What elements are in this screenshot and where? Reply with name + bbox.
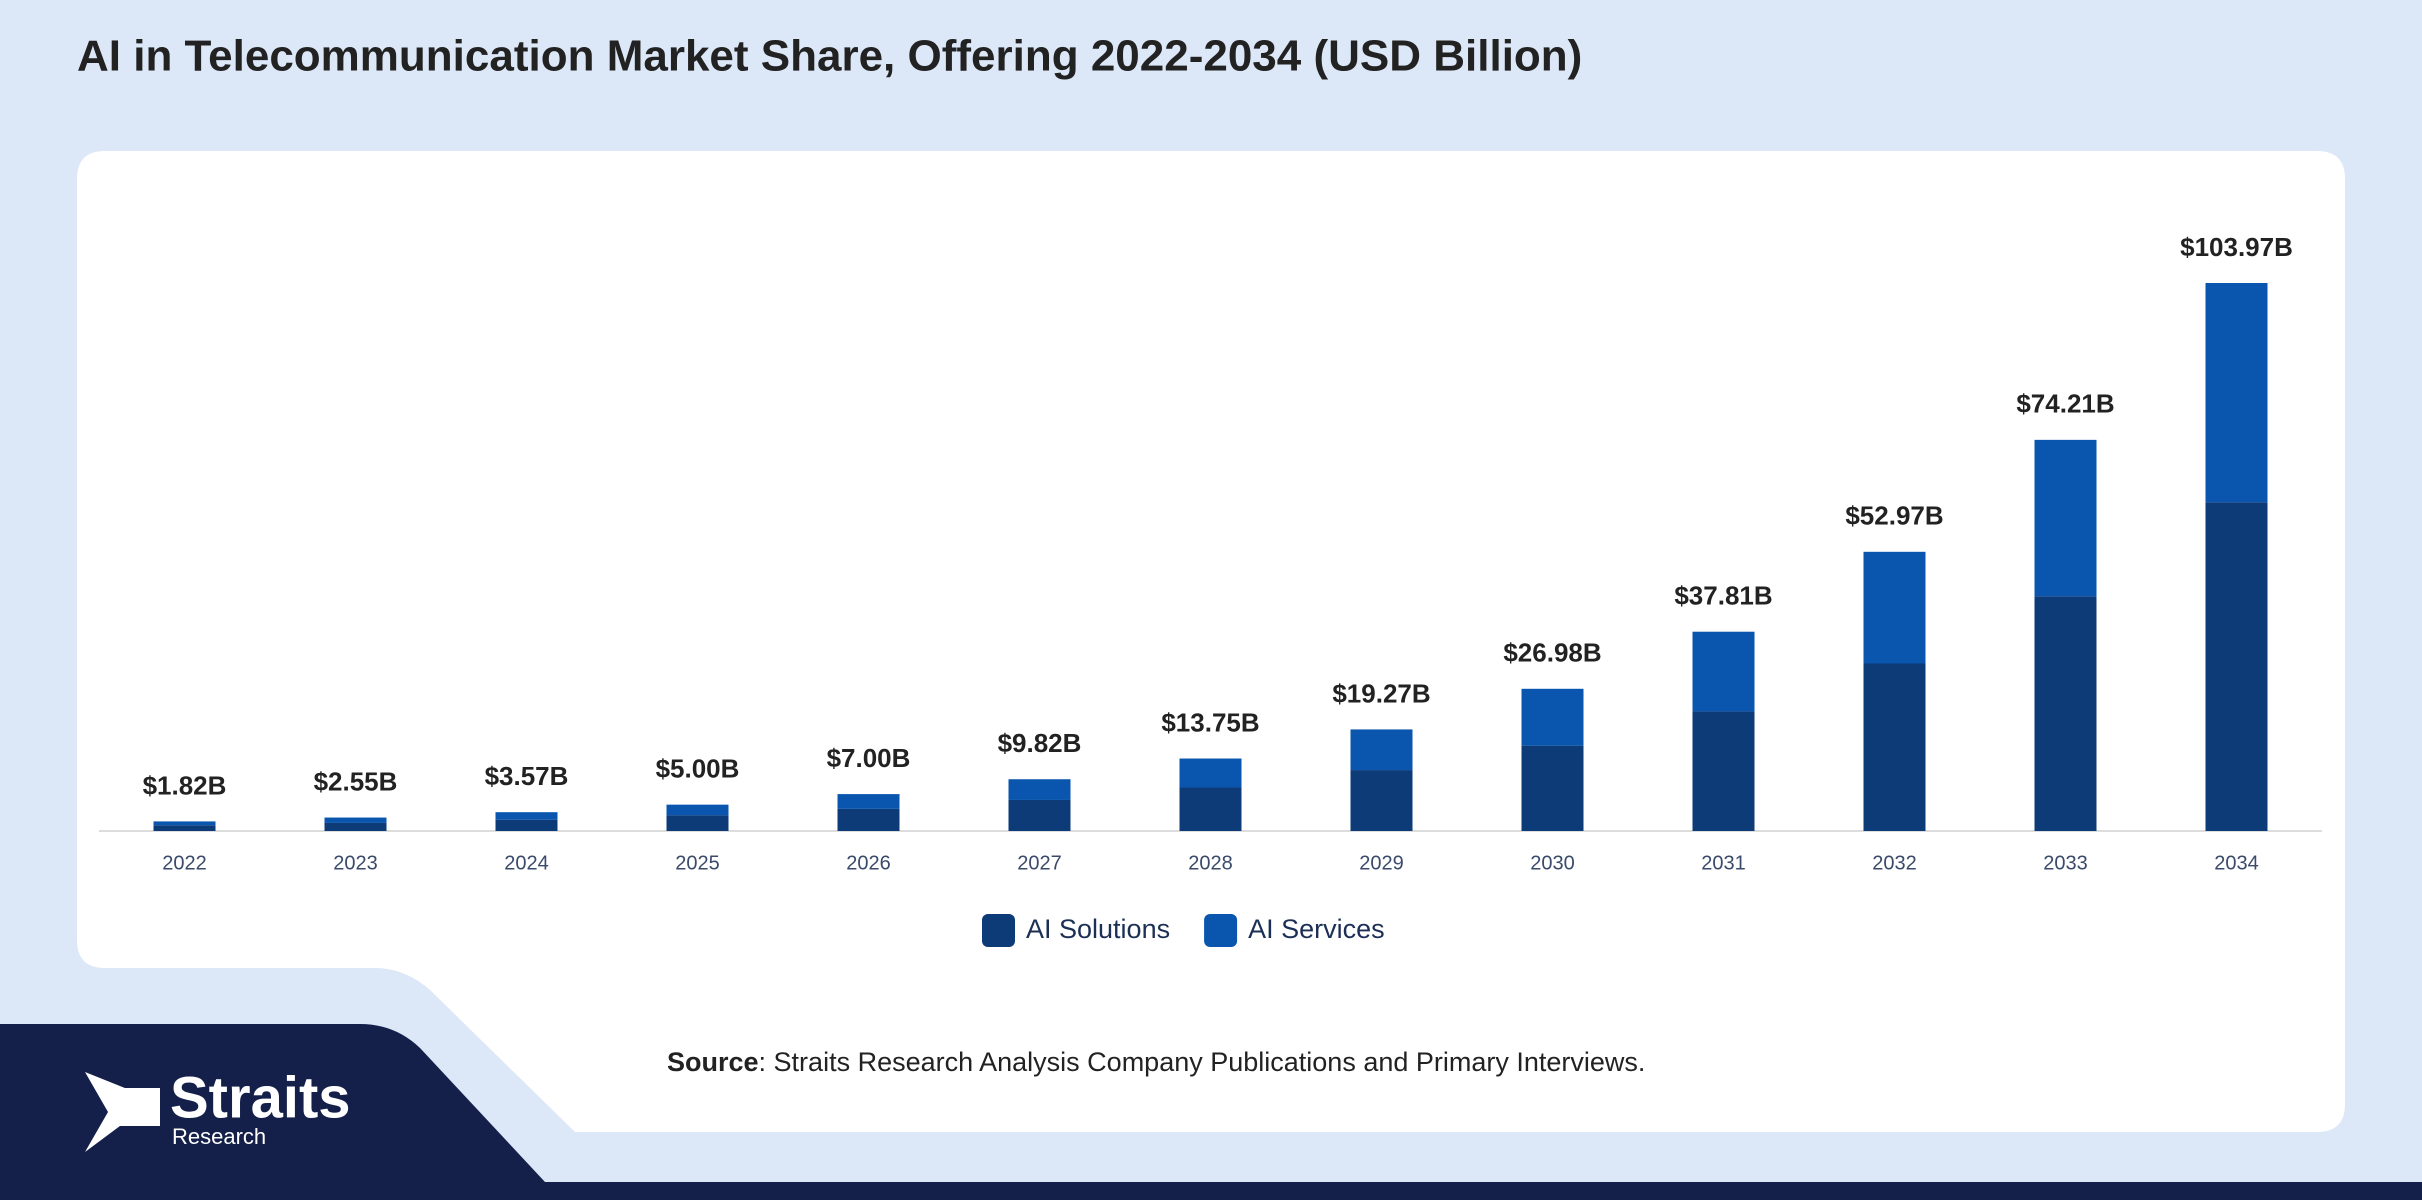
- x-tick-label: 2027: [1017, 852, 1062, 874]
- bar-segment: [1008, 799, 1071, 831]
- bar-segment: [495, 819, 558, 831]
- bar-segment: [1863, 663, 1926, 831]
- source: Source: Straits Research Analysis Compan…: [667, 1047, 1645, 1077]
- bar-segment: [1863, 551, 1926, 664]
- card: [77, 151, 2345, 1132]
- legend-swatch: [1204, 914, 1238, 947]
- total-label: $7.00B: [827, 743, 911, 773]
- legend-label: AI Solutions: [1026, 914, 1170, 944]
- bar-segment: [1521, 745, 1584, 831]
- bar-segment: [1179, 758, 1242, 788]
- logo-icon: [85, 1072, 160, 1152]
- x-tick-label: 2033: [2043, 852, 2088, 874]
- bar-segment: [2205, 502, 2268, 831]
- bar-segment: [324, 817, 387, 823]
- source-label: Source: [667, 1047, 759, 1077]
- source-text: : Straits Research Analysis Company Publ…: [759, 1047, 1646, 1077]
- x-tick-label: 2025: [675, 852, 720, 874]
- x-tick-label: 2029: [1359, 852, 1404, 874]
- bar-segment: [324, 822, 387, 831]
- bar-segment: [837, 808, 900, 831]
- total-label: $52.97B: [1845, 501, 1943, 531]
- bar-segment: [1692, 631, 1755, 712]
- bar-segment: [666, 804, 729, 816]
- bar-segment: [1350, 729, 1413, 771]
- bar-segment: [1008, 779, 1071, 800]
- total-label: $74.21B: [2016, 389, 2114, 419]
- bar-segment: [153, 821, 216, 826]
- total-label: $37.81B: [1674, 581, 1772, 611]
- bar-segment: [1179, 787, 1242, 831]
- bar-segment: [2205, 283, 2268, 503]
- x-tick-label: 2024: [504, 852, 549, 874]
- logo-name: Straits: [170, 1065, 351, 1130]
- bar-segment: [837, 794, 900, 809]
- legend-swatch: [982, 914, 1015, 947]
- logo-sub: Research: [172, 1124, 266, 1149]
- total-label: $9.82B: [998, 728, 1082, 758]
- total-label: $1.82B: [143, 770, 227, 800]
- total-label: $19.27B: [1332, 678, 1430, 708]
- bar-segment: [1350, 770, 1413, 831]
- bar-segment: [1692, 711, 1755, 831]
- bar-segment: [2034, 596, 2097, 831]
- total-label: $103.97B: [2180, 232, 2293, 262]
- x-tick-label: 2022: [162, 852, 207, 874]
- x-tick-label: 2026: [846, 852, 891, 874]
- x-tick-label: 2030: [1530, 852, 1575, 874]
- chart-title: AI in Telecommunication Market Share, Of…: [77, 32, 1582, 81]
- x-tick-label: 2034: [2214, 852, 2259, 874]
- bar-segment: [1521, 688, 1584, 746]
- legend-label: AI Services: [1248, 914, 1385, 944]
- x-tick-label: 2023: [333, 852, 378, 874]
- total-label: $5.00B: [656, 754, 740, 784]
- footer-band: [0, 1024, 2422, 1200]
- x-tick-label: 2032: [1872, 852, 1917, 874]
- x-tick-label: 2031: [1701, 852, 1746, 874]
- bar-segment: [495, 812, 558, 820]
- total-label: $3.57B: [485, 761, 569, 791]
- x-tick-label: 2028: [1188, 852, 1233, 874]
- bar-segment: [666, 815, 729, 831]
- total-label: $26.98B: [1503, 638, 1601, 668]
- total-label: $13.75B: [1161, 707, 1259, 737]
- bar-segment: [2034, 439, 2097, 597]
- bar-segment: [153, 825, 216, 831]
- total-label: $2.55B: [314, 766, 398, 796]
